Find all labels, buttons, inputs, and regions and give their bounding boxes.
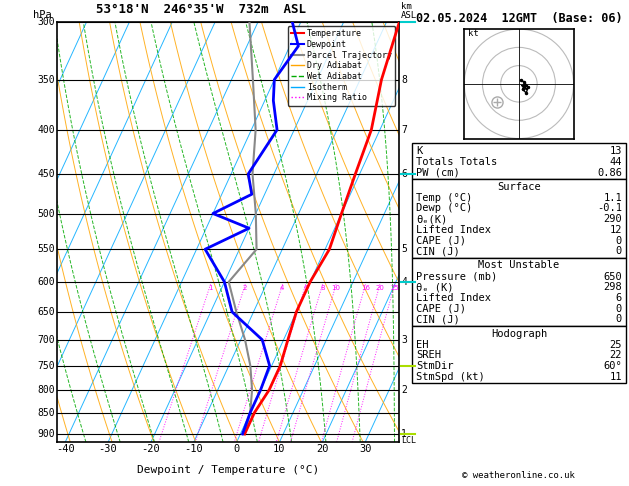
Text: CAPE (J): CAPE (J): [416, 304, 465, 313]
Text: 10: 10: [273, 444, 286, 454]
Text: CIN (J): CIN (J): [416, 246, 460, 256]
Text: PW (cm): PW (cm): [416, 168, 460, 177]
Text: 0: 0: [616, 236, 622, 245]
Text: 20: 20: [316, 444, 328, 454]
Text: 6: 6: [303, 285, 308, 291]
Text: 2: 2: [401, 385, 407, 395]
Text: 16: 16: [361, 285, 370, 291]
Text: Totals Totals: Totals Totals: [416, 157, 497, 167]
Text: 650: 650: [603, 272, 622, 281]
Text: 44: 44: [610, 157, 622, 167]
Text: 400: 400: [37, 125, 55, 135]
Text: 650: 650: [37, 307, 55, 317]
Text: LCL: LCL: [401, 436, 416, 445]
Text: K: K: [416, 146, 422, 156]
Text: 11: 11: [610, 372, 622, 382]
Text: kt: kt: [468, 30, 479, 38]
Text: Temp (°C): Temp (°C): [416, 193, 472, 203]
Text: © weatheronline.co.uk: © weatheronline.co.uk: [462, 471, 576, 480]
Text: 6: 6: [401, 169, 407, 179]
Text: 3: 3: [401, 335, 407, 345]
Text: -0.1: -0.1: [597, 204, 622, 213]
Text: 4: 4: [401, 277, 407, 287]
Text: StmDir: StmDir: [416, 361, 454, 371]
Text: Lifted Index: Lifted Index: [416, 293, 491, 303]
Text: θₑ (K): θₑ (K): [416, 282, 454, 292]
Text: -10: -10: [184, 444, 203, 454]
Text: 1: 1: [208, 285, 213, 291]
Text: Dewpoint / Temperature (°C): Dewpoint / Temperature (°C): [137, 466, 319, 475]
Text: SREH: SREH: [416, 350, 441, 360]
Text: -40: -40: [56, 444, 75, 454]
Text: 500: 500: [37, 208, 55, 219]
Text: Hodograph: Hodograph: [491, 329, 547, 339]
Text: 25: 25: [390, 285, 399, 291]
Text: Surface: Surface: [497, 182, 541, 192]
Text: 298: 298: [603, 282, 622, 292]
Text: 350: 350: [37, 75, 55, 85]
Text: Dewp (°C): Dewp (°C): [416, 204, 472, 213]
Text: 600: 600: [37, 277, 55, 287]
Text: 900: 900: [37, 429, 55, 439]
Text: 60°: 60°: [603, 361, 622, 371]
Text: 10: 10: [331, 285, 340, 291]
Text: 0: 0: [233, 444, 240, 454]
Text: hPa: hPa: [33, 10, 52, 20]
Text: 850: 850: [37, 408, 55, 417]
Text: 25: 25: [610, 340, 622, 349]
Text: 0: 0: [616, 246, 622, 256]
Text: 290: 290: [603, 214, 622, 224]
Text: -20: -20: [142, 444, 160, 454]
Text: Pressure (mb): Pressure (mb): [416, 272, 497, 281]
Text: 8: 8: [401, 75, 407, 85]
Text: 1.1: 1.1: [603, 193, 622, 203]
Text: 4: 4: [280, 285, 284, 291]
Text: 800: 800: [37, 385, 55, 395]
Text: 53°18'N  246°35'W  732m  ASL: 53°18'N 246°35'W 732m ASL: [96, 2, 306, 16]
Text: StmSpd (kt): StmSpd (kt): [416, 372, 484, 382]
Text: 750: 750: [37, 361, 55, 371]
Text: 700: 700: [37, 335, 55, 345]
Text: -30: -30: [99, 444, 118, 454]
Text: Lifted Index: Lifted Index: [416, 225, 491, 235]
Text: 1: 1: [401, 429, 407, 439]
Legend: Temperature, Dewpoint, Parcel Trajectory, Dry Adiabat, Wet Adiabat, Isotherm, Mi: Temperature, Dewpoint, Parcel Trajectory…: [287, 26, 395, 105]
Text: 8: 8: [320, 285, 325, 291]
Text: 550: 550: [37, 244, 55, 254]
Text: 300: 300: [37, 17, 55, 27]
Text: θₑ(K): θₑ(K): [416, 214, 447, 224]
Text: 30: 30: [359, 444, 371, 454]
Text: CAPE (J): CAPE (J): [416, 236, 465, 245]
Text: 02.05.2024  12GMT  (Base: 06): 02.05.2024 12GMT (Base: 06): [416, 12, 622, 25]
Text: km
ASL: km ASL: [401, 2, 417, 20]
Text: Most Unstable: Most Unstable: [478, 260, 560, 271]
Text: 13: 13: [610, 146, 622, 156]
Text: 6: 6: [616, 293, 622, 303]
Text: 20: 20: [376, 285, 384, 291]
Text: 450: 450: [37, 169, 55, 179]
Text: 5: 5: [401, 244, 407, 254]
Text: 0: 0: [616, 314, 622, 324]
Text: 7: 7: [401, 125, 407, 135]
Text: Mixing Ratio (g/kg): Mixing Ratio (g/kg): [426, 181, 435, 283]
Text: EH: EH: [416, 340, 428, 349]
Text: 12: 12: [610, 225, 622, 235]
Text: 0.86: 0.86: [597, 168, 622, 177]
Text: 0: 0: [616, 304, 622, 313]
Text: CIN (J): CIN (J): [416, 314, 460, 324]
Text: 22: 22: [610, 350, 622, 360]
Text: 2: 2: [243, 285, 247, 291]
